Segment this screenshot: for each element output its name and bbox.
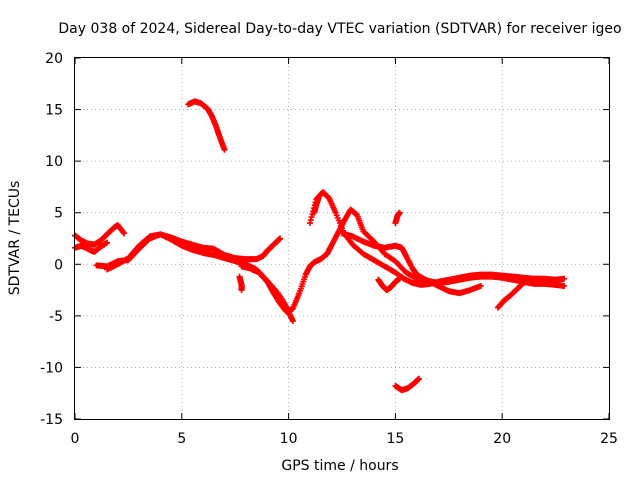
- data-point: [121, 230, 128, 237]
- y-tick-label: -10: [40, 360, 63, 376]
- data-point: [561, 282, 568, 289]
- series-trace-a: [72, 222, 128, 248]
- data-point: [221, 146, 228, 153]
- y-tick-label: 5: [54, 206, 63, 222]
- data-point: [277, 235, 284, 242]
- x-tick-label: 5: [177, 431, 186, 447]
- data-point: [539, 276, 546, 283]
- series-trace-h: [339, 230, 484, 297]
- axis-ticks: [74, 57, 610, 420]
- y-tick-label: 15: [45, 103, 63, 119]
- x-tick-label: 10: [280, 431, 298, 447]
- plot-frame: [74, 57, 610, 420]
- data-point: [396, 275, 403, 282]
- series-trace-k: [494, 275, 546, 311]
- data-point: [120, 229, 127, 236]
- y-tick-label: 20: [45, 51, 63, 67]
- x-axis-label: GPS time / hours: [281, 458, 398, 474]
- y-tick-label: -15: [40, 412, 63, 428]
- series-trace-g: [306, 189, 568, 288]
- data-point: [306, 220, 313, 227]
- data-point: [561, 275, 568, 282]
- x-tick-label: 15: [386, 431, 404, 447]
- data-point: [307, 217, 314, 224]
- data-point: [289, 318, 296, 325]
- x-tick-label: 0: [71, 431, 80, 447]
- data-point: [477, 282, 484, 289]
- y-tick-label: 0: [54, 257, 63, 273]
- grid-lines: [75, 58, 609, 419]
- series-trace-o: [311, 195, 322, 216]
- x-tick-label: 25: [600, 431, 618, 447]
- y-tick-label: 10: [45, 154, 63, 170]
- series-trace-l: [185, 98, 228, 153]
- y-axis-label: SDTVAR / TECUs: [7, 181, 23, 296]
- data-points: [72, 98, 568, 394]
- series-trace-i: [375, 275, 403, 294]
- data-point: [396, 209, 403, 216]
- series-trace-n: [236, 273, 245, 294]
- data-point: [415, 375, 422, 382]
- y-tick-label: -5: [49, 309, 63, 325]
- series-trace-e: [238, 206, 568, 315]
- data-point: [308, 214, 315, 221]
- series-trace-j: [392, 209, 403, 227]
- tick-labels: 0 5 10 15 20 25 -15 -10 -5 0 5 10 15 20: [40, 51, 618, 447]
- series-trace-f: [259, 235, 284, 260]
- data-point: [238, 287, 245, 294]
- series-trace-m: [392, 375, 422, 394]
- x-tick-label: 20: [493, 431, 511, 447]
- chart-title: Day 038 of 2024, Sidereal Day-to-day VTE…: [58, 21, 621, 37]
- data-point: [315, 195, 322, 202]
- data-point: [104, 239, 111, 246]
